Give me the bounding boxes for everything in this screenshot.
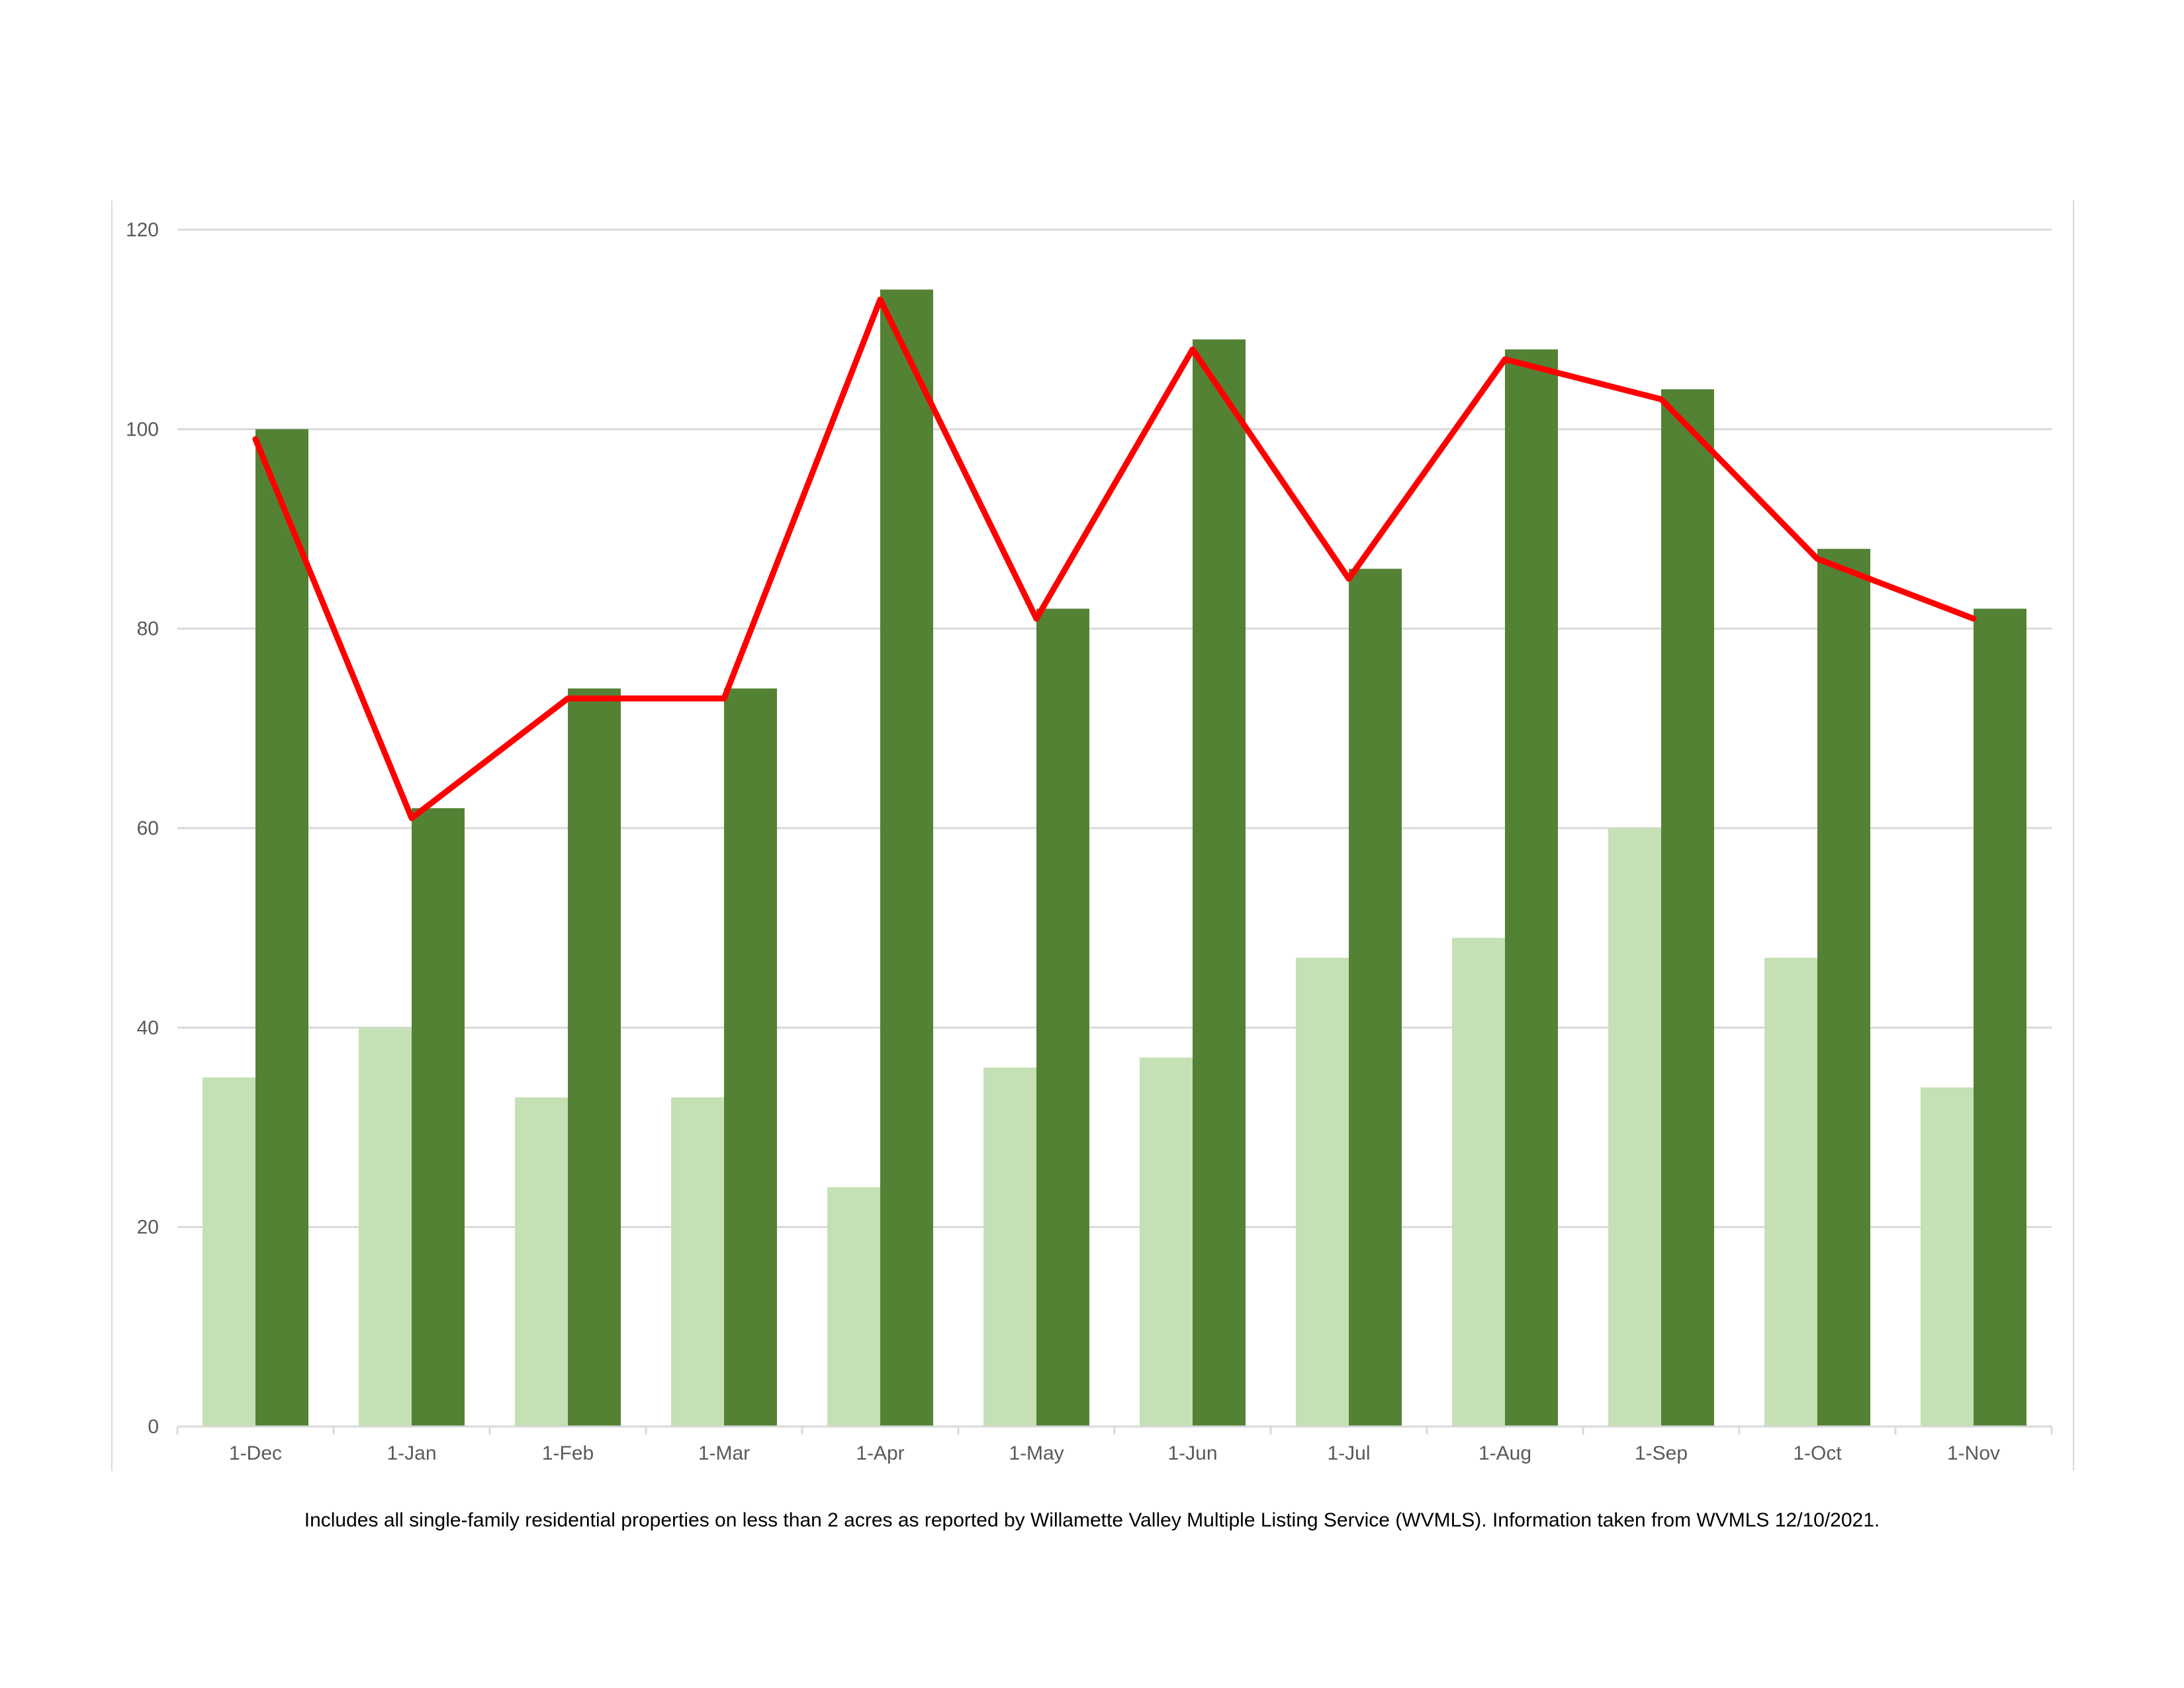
- bar-series2-1-May: [1036, 608, 1089, 1427]
- x-tick-label-8: 1-Aug: [1479, 1442, 1531, 1464]
- bar-series2-1-Nov: [1974, 608, 2026, 1427]
- bar-series2-1-Sep: [1661, 389, 1714, 1427]
- gridlines: [177, 228, 2052, 1229]
- y-tick-label-40: 40: [137, 1017, 159, 1039]
- bar-series1-1-Jun: [1140, 1057, 1193, 1427]
- chart-footnote: Includes all single-family residential p…: [304, 1509, 1880, 1531]
- bar-series2-1-Mar: [724, 688, 777, 1427]
- bar-series2-1-Jun: [1193, 339, 1246, 1427]
- y-tick-label-120: 120: [126, 219, 159, 241]
- line-series: [252, 296, 1977, 821]
- bar-series1-1-Feb: [515, 1097, 568, 1427]
- x-tick-label-6: 1-Jun: [1167, 1442, 1217, 1464]
- x-tick-label-9: 1-Sep: [1635, 1442, 1688, 1464]
- x-tick-label-5: 1-May: [1009, 1442, 1064, 1464]
- x-tick-label-1: 1-Jan: [387, 1442, 436, 1464]
- bar-series2-1-Dec: [255, 429, 308, 1427]
- bar-series1-1-Dec: [203, 1077, 255, 1427]
- bar-series1-1-Sep: [1608, 828, 1661, 1427]
- bar-series1-1-Jan: [359, 1027, 412, 1427]
- x-tick-label-2: 1-Feb: [542, 1442, 594, 1464]
- bar-series2-1-Oct: [1817, 549, 1870, 1427]
- bar-series2-1-Feb: [568, 688, 621, 1427]
- x-tick-label-3: 1-Mar: [698, 1442, 750, 1464]
- y-tick-label-100: 100: [126, 418, 159, 440]
- bar-series1-1-Nov: [1921, 1087, 1974, 1427]
- bar-series2-1-Jan: [412, 808, 465, 1427]
- x-tick-label-4: 1-Apr: [856, 1442, 904, 1464]
- bar-series1-1-Oct: [1764, 957, 1817, 1427]
- axes: 0 20 40 60 80 100 120 1-Dec 1-Jan 1-Feb 1-Mar 1-Apr…: [126, 219, 2053, 1464]
- bar-series2-1-Jul: [1349, 569, 1402, 1427]
- bar-series1-1-Mar: [671, 1097, 724, 1427]
- x-tick-label-0: 1-Dec: [229, 1442, 282, 1464]
- y-tick-label-20: 20: [137, 1217, 159, 1239]
- chart-svg: 0 20 40 60 80 100 120 1-Dec 1-Jan 1-Feb 1-Mar 1-Apr…: [111, 201, 2074, 1471]
- bar-series2-1-Apr: [880, 289, 933, 1427]
- y-tick-label-0: 0: [148, 1416, 159, 1438]
- y-tick-label-80: 80: [137, 618, 159, 640]
- x-tick-label-7: 1-Jul: [1327, 1442, 1370, 1464]
- bar-series1-1-Aug: [1452, 937, 1505, 1427]
- bar-series1-1-Apr: [827, 1187, 880, 1427]
- x-tick-label-10: 1-Oct: [1793, 1442, 1842, 1464]
- line-series-1: [252, 296, 1977, 821]
- chart-area: 0 20 40 60 80 100 120 1-Dec 1-Jan 1-Feb 1-Mar 1-Apr…: [111, 201, 2074, 1471]
- bars: [203, 289, 2026, 1427]
- y-tick-label-60: 60: [137, 818, 159, 839]
- x-tick-label-11: 1-Nov: [1947, 1442, 2000, 1464]
- bar-series1-1-Jul: [1296, 957, 1349, 1427]
- bar-series1-1-May: [983, 1067, 1036, 1427]
- bar-series2-1-Aug: [1505, 349, 1558, 1427]
